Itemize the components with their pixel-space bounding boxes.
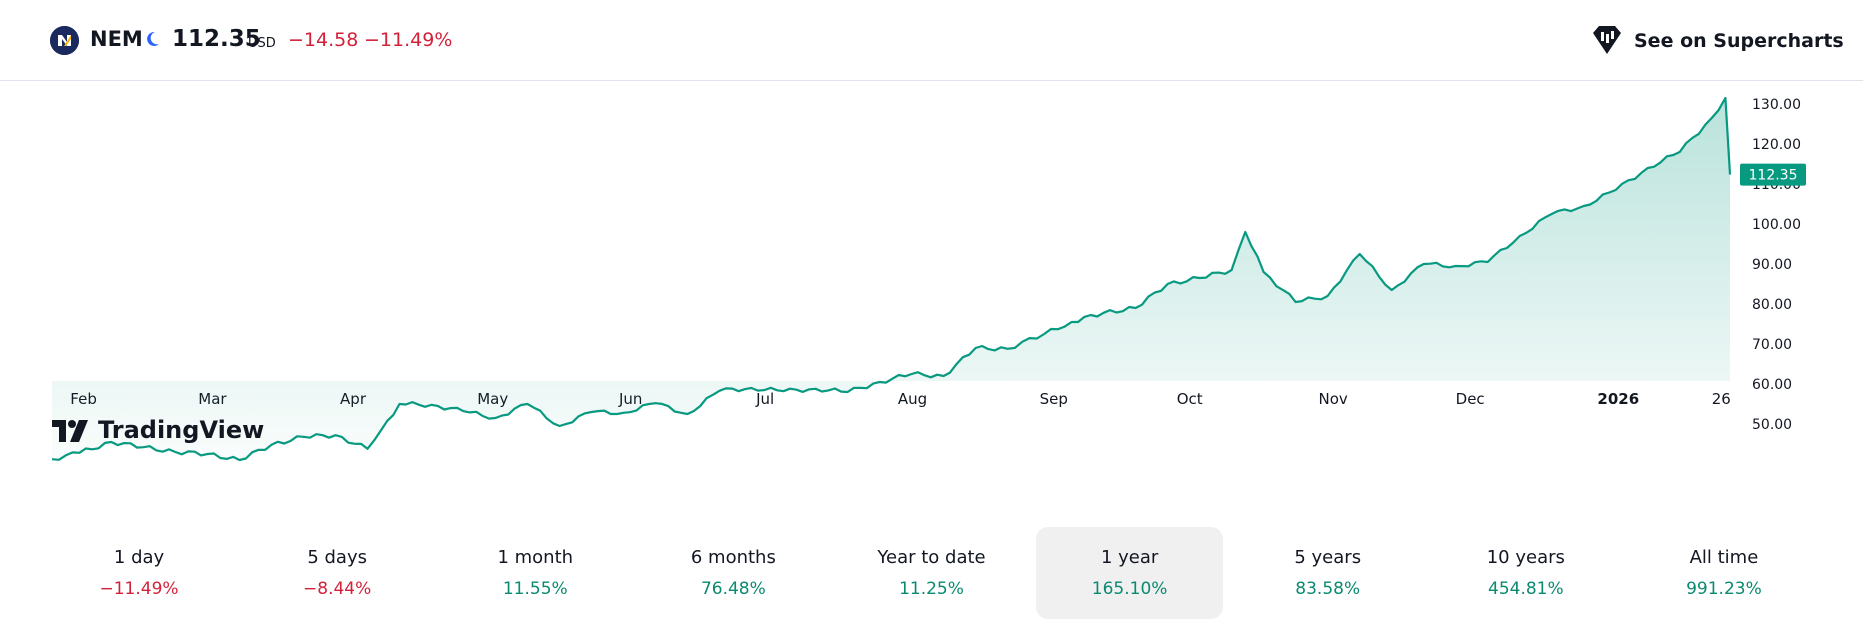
price-change-percent: −11.49% bbox=[364, 29, 453, 51]
period-return: −8.44% bbox=[303, 579, 372, 599]
x-tick-label: 2026 bbox=[1597, 390, 1639, 408]
supercharts-icon bbox=[1593, 26, 1621, 54]
period-return: 76.48% bbox=[700, 579, 766, 599]
y-tick-label: 130.00 bbox=[1752, 97, 1801, 113]
last-price: 112.35 bbox=[172, 26, 261, 52]
period-option[interactable]: 6 months 76.48% bbox=[640, 527, 827, 619]
newmont-logo-icon[interactable] bbox=[50, 26, 79, 55]
period-option[interactable]: 1 year 165.10% bbox=[1036, 527, 1224, 619]
tradingview-wordmark: TradingView bbox=[98, 416, 264, 444]
y-tick-label: 120.00 bbox=[1752, 137, 1801, 153]
period-return: 83.58% bbox=[1295, 579, 1361, 599]
y-tick-label: 100.00 bbox=[1752, 217, 1801, 233]
period-option[interactable]: 5 years 83.58% bbox=[1234, 527, 1421, 619]
tradingview-watermark: TradingView bbox=[52, 416, 264, 444]
currency-label: USD bbox=[248, 36, 276, 51]
period-label: 10 years bbox=[1486, 547, 1565, 568]
period-option[interactable]: 10 years 454.81% bbox=[1432, 527, 1619, 619]
supercharts-label: See on Supercharts bbox=[1634, 30, 1844, 52]
y-tick-label: 80.00 bbox=[1752, 297, 1792, 313]
x-tick-label: Oct bbox=[1177, 390, 1203, 408]
y-tick-label: 70.00 bbox=[1752, 337, 1792, 353]
price-axis: 130.00120.00110.00100.0090.0080.0070.006… bbox=[1752, 97, 1801, 433]
last-price-tag: 112.35 bbox=[1740, 163, 1806, 186]
price-change: −14.58 bbox=[288, 29, 359, 51]
period-label: Year to date bbox=[877, 547, 986, 568]
period-label: 1 year bbox=[1100, 547, 1159, 568]
y-tick-label: 50.00 bbox=[1752, 417, 1792, 433]
period-option[interactable]: Year to date 11.25% bbox=[838, 527, 1025, 619]
x-tick-label: Sep bbox=[1040, 390, 1068, 408]
price-area-fill bbox=[52, 98, 1730, 460]
period-option[interactable]: 1 day −11.49% bbox=[46, 527, 233, 619]
period-return: 991.23% bbox=[1686, 579, 1762, 599]
period-return: 11.55% bbox=[502, 579, 568, 599]
symbol-header: NEM 112.35 USD −14.58 −11.49% See on Sup… bbox=[0, 0, 1863, 81]
period-label: 6 months bbox=[690, 547, 776, 568]
price-chart[interactable]: 130.00120.00110.00100.0090.0080.0070.006… bbox=[0, 81, 1863, 501]
y-tick-label: 90.00 bbox=[1752, 257, 1792, 273]
period-option[interactable]: 1 month 11.55% bbox=[442, 527, 629, 619]
x-tick-label: Aug bbox=[898, 390, 927, 408]
period-label: 1 month bbox=[497, 547, 574, 568]
tradingview-logo-icon bbox=[52, 420, 88, 442]
period-option[interactable]: 5 days −8.44% bbox=[244, 527, 431, 619]
x-tick-label: Nov bbox=[1319, 390, 1348, 408]
period-selector: 1 day −11.49% 5 days −8.44% 1 month 11.55% 6 m… bbox=[40, 527, 1823, 619]
period-return: −11.49% bbox=[99, 579, 179, 599]
period-return: 454.81% bbox=[1488, 579, 1564, 599]
period-label: 5 years bbox=[1294, 547, 1362, 568]
x-tick-label: 26 bbox=[1712, 390, 1731, 408]
moon-icon bbox=[147, 31, 159, 46]
period-label: 1 day bbox=[113, 547, 165, 568]
last-price-tag-label: 112.35 bbox=[1749, 168, 1798, 184]
price-line bbox=[51, 96, 1732, 462]
period-return: 11.25% bbox=[899, 579, 964, 599]
period-return: 165.10% bbox=[1091, 579, 1168, 599]
symbol-ticker[interactable]: NEM bbox=[90, 27, 143, 51]
last-price-tag-background bbox=[1740, 163, 1806, 186]
x-tick-label: Jul bbox=[755, 390, 774, 408]
x-tick-label: Dec bbox=[1456, 390, 1485, 408]
y-tick-label: 60.00 bbox=[1752, 377, 1792, 393]
period-label: 5 days bbox=[307, 547, 367, 568]
period-label: All time bbox=[1689, 547, 1759, 568]
period-option[interactable]: All time 991.23% bbox=[1630, 527, 1817, 619]
